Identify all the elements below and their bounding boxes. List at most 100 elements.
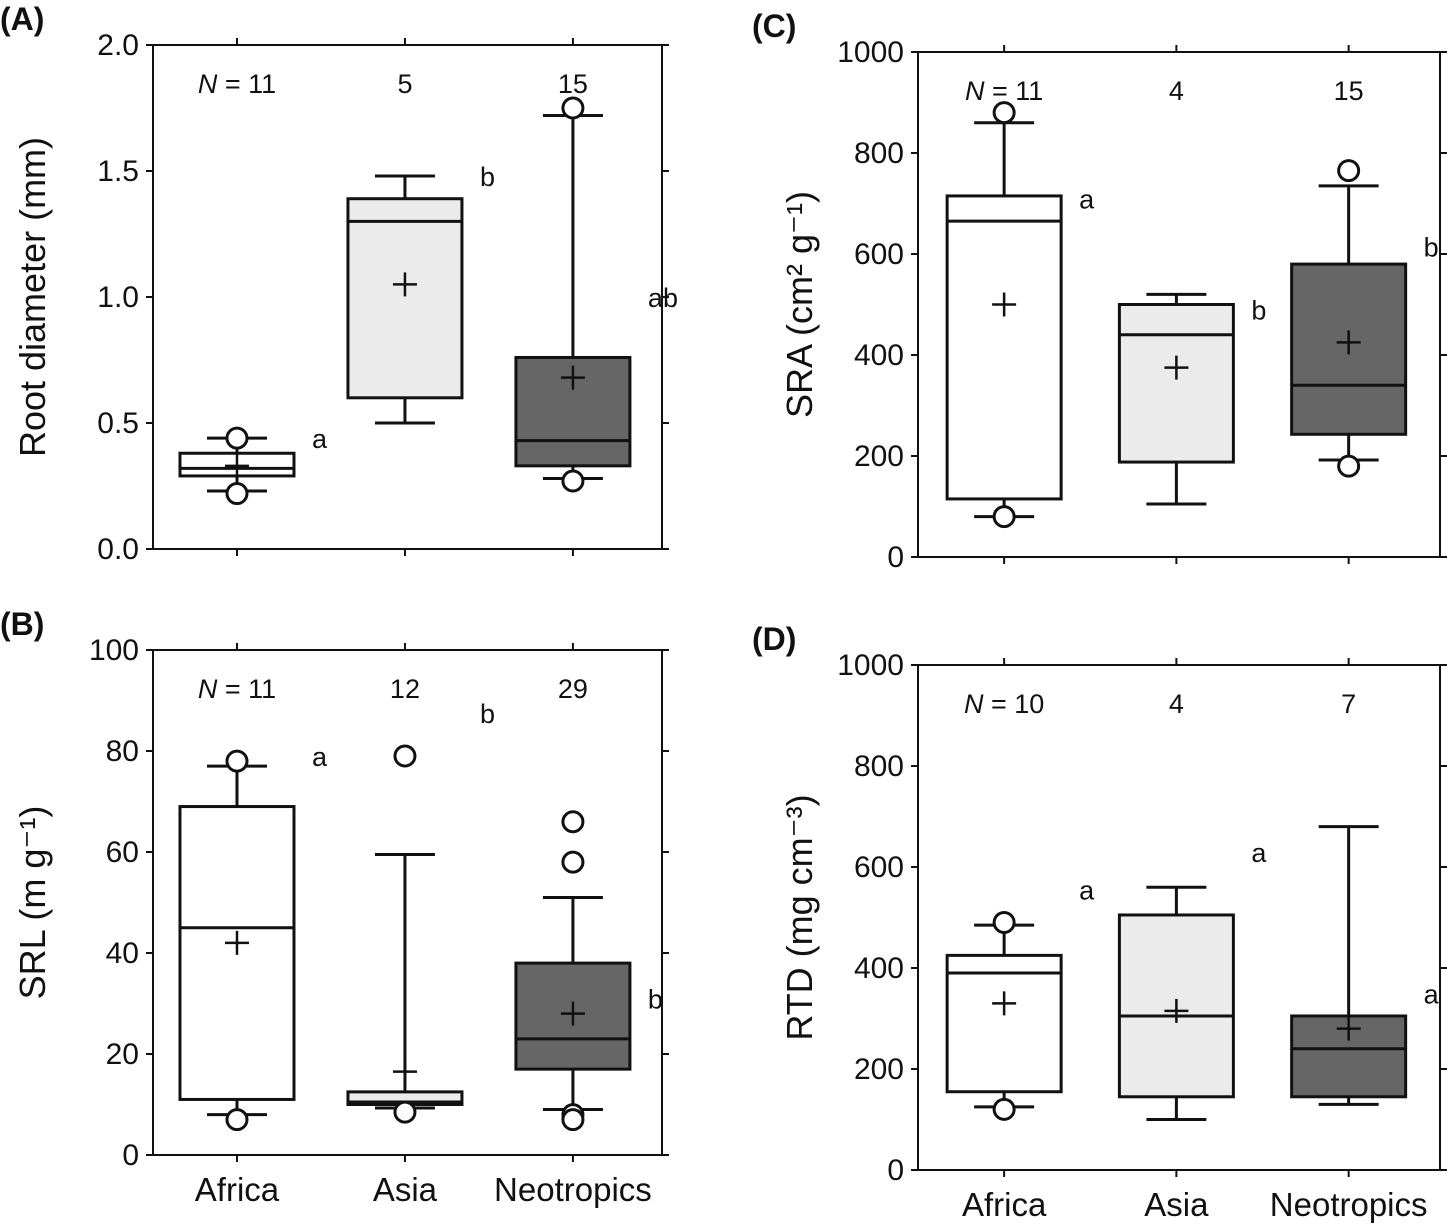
y-axis-label: SRA (cm² g⁻¹) <box>779 191 820 418</box>
box-asia <box>346 174 464 425</box>
panel-b: 0 20 40 60 80 100 SRL (m g⁻¹) (B) Africa N = 11 a A… <box>0 606 669 1208</box>
outlier-point <box>393 1100 417 1124</box>
outlier-point <box>225 482 249 506</box>
y-tick-label: 600 <box>854 238 904 271</box>
mean-marker <box>560 365 585 390</box>
sample-size-label: N = 10 <box>964 689 1044 719</box>
mean-marker <box>1336 330 1361 355</box>
sample-size-label: 15 <box>558 69 588 99</box>
box-neotropics <box>514 810 632 1132</box>
mean-marker <box>392 272 417 297</box>
mean-marker <box>560 1001 585 1026</box>
iqr-box <box>178 805 296 1101</box>
outlier-point <box>561 850 585 874</box>
y-tick-label: 0 <box>887 541 904 574</box>
significance-letter: a <box>312 742 328 772</box>
mean-marker <box>1164 355 1189 380</box>
mean-marker <box>224 930 249 955</box>
outlier-point <box>225 426 249 450</box>
significance-letter: a <box>1079 876 1095 906</box>
panel-a: 0.0 0.5 1.0 1.5 2.0 Root diameter (mm) (A) N = … <box>0 1 678 566</box>
iqr-box <box>945 953 1063 1094</box>
plot-frame <box>917 664 1441 1171</box>
y-tick-label: 0.0 <box>97 533 139 566</box>
significance-letter: b <box>1424 232 1439 262</box>
outlier-point <box>992 101 1016 125</box>
y-tick-label: 1000 <box>837 649 904 682</box>
y-tick-label: 400 <box>854 952 904 985</box>
category-label-asia: Asia <box>373 1171 438 1208</box>
y-tick-label: 0 <box>887 1154 904 1187</box>
category-label-africa: Africa <box>195 1171 280 1208</box>
panel-c: 0 200 400 600 800 1000 SRA (cm² g⁻¹) (C) N = 11 a… <box>752 8 1447 574</box>
y-tick-label: 600 <box>854 851 904 884</box>
outlier-point <box>992 505 1016 529</box>
mean-marker <box>992 292 1017 317</box>
plot-frame <box>917 51 1441 558</box>
significance-letter: a <box>1251 838 1267 868</box>
significance-letter: ab <box>648 283 678 313</box>
category-label-asia: Asia <box>1144 1186 1209 1223</box>
panel-label: (C) <box>752 8 796 44</box>
sample-size-label: N = 11 <box>198 674 276 704</box>
y-axis-label: SRL (m g⁻¹) <box>12 806 53 1000</box>
y-axis-label: Root diameter (mm) <box>12 137 53 457</box>
sample-size-label: 7 <box>1341 689 1356 719</box>
box-asia <box>1117 292 1235 506</box>
sample-size-label: 4 <box>1169 76 1184 106</box>
y-tick-label: 200 <box>854 440 904 473</box>
box-africa <box>945 911 1063 1121</box>
panel-d: 0 200 400 600 800 1000 RTD (mg cm⁻³) (D) Africa N… <box>752 621 1447 1223</box>
y-tick-label: 80 <box>106 735 139 768</box>
sample-size-label: N = 11 <box>965 76 1043 106</box>
mean-marker <box>392 1059 417 1084</box>
sample-size-label: 4 <box>1169 689 1184 719</box>
outlier-point <box>1337 159 1361 183</box>
significance-letter: a <box>312 424 328 454</box>
y-tick-label: 800 <box>854 750 904 783</box>
y-tick-label: 1.0 <box>97 281 139 314</box>
y-tick-label: 200 <box>854 1053 904 1086</box>
y-tick-label: 40 <box>106 937 139 970</box>
significance-letter: a <box>1424 979 1440 1009</box>
outlier-point <box>1337 454 1361 478</box>
y-tick-label: 2.0 <box>97 29 139 62</box>
iqr-box <box>346 197 464 400</box>
significance-letter: b <box>480 699 495 729</box>
panel-label: (D) <box>752 621 796 657</box>
box-africa <box>178 749 296 1132</box>
plot-frame <box>152 649 663 1156</box>
box-neotropics <box>1290 825 1408 1106</box>
box-asia <box>1117 885 1235 1121</box>
outlier-point <box>561 469 585 493</box>
outlier-point <box>225 1108 249 1132</box>
box-africa <box>945 101 1063 529</box>
category-label-neotropics: Neotropics <box>1270 1186 1428 1223</box>
y-tick-label: 100 <box>89 634 139 667</box>
outlier-point <box>561 96 585 120</box>
y-tick-label: 1.5 <box>97 155 139 188</box>
box-neotropics <box>514 96 632 493</box>
y-tick-label: 1000 <box>837 36 904 69</box>
category-label-africa: Africa <box>962 1186 1047 1223</box>
sample-size-label: N = 11 <box>198 69 276 99</box>
mean-marker <box>1336 1016 1361 1041</box>
iqr-box <box>945 194 1063 501</box>
y-tick-label: 20 <box>106 1038 139 1071</box>
y-tick-label: 0 <box>122 1139 139 1172</box>
outlier-point <box>992 1097 1016 1121</box>
significance-letter: b <box>480 162 495 192</box>
mean-marker <box>1164 998 1189 1023</box>
box-africa <box>178 426 296 506</box>
outlier-point <box>561 1108 585 1132</box>
y-tick-label: 800 <box>854 137 904 170</box>
box-neotropics <box>1290 159 1408 478</box>
category-label-neotropics: Neotropics <box>494 1171 652 1208</box>
sample-size-label: 12 <box>390 674 420 704</box>
significance-letter: b <box>1251 296 1266 326</box>
mean-marker <box>992 991 1017 1016</box>
outlier-point <box>225 749 249 773</box>
y-tick-label: 0.5 <box>97 407 139 440</box>
significance-letter: b <box>648 984 663 1014</box>
